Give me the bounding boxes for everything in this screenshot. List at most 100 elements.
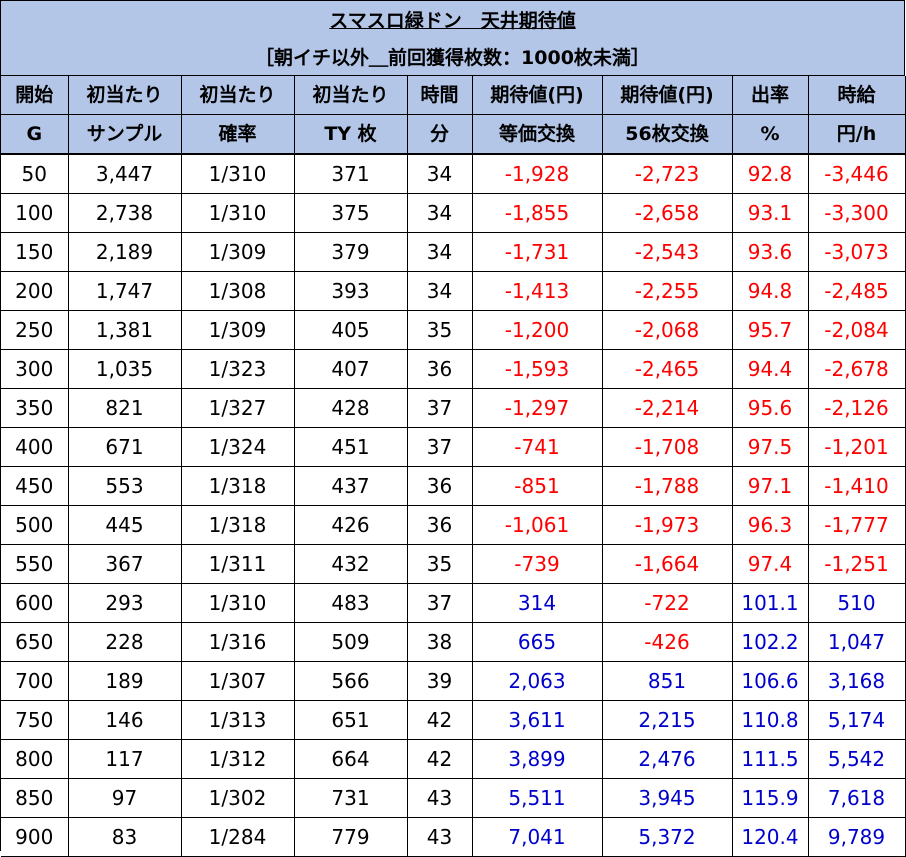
table-cell: 2,738 bbox=[68, 193, 182, 233]
table-row: 50 3,447 1/310 371 34 -1,928 -2,723 92.8 -3,446 bbox=[1, 154, 906, 194]
table-cell: 553 bbox=[68, 466, 182, 506]
table-cell: 92.8 bbox=[732, 154, 809, 194]
table-cell: 5,542 bbox=[808, 739, 906, 779]
table-cell: 34 bbox=[407, 154, 473, 194]
table-cell: 367 bbox=[68, 544, 182, 584]
column-header: 初当たり bbox=[68, 76, 182, 115]
table-cell: 111.5 bbox=[732, 739, 809, 779]
table-cell: 1,035 bbox=[68, 349, 182, 389]
table-cell: -1,664 bbox=[602, 544, 733, 584]
table-row: 100 2,738 1/310 375 34 -1,855 -2,658 93.1 -3,300 bbox=[1, 193, 906, 233]
table-cell: 1/318 bbox=[181, 505, 295, 545]
table-cell: 850 bbox=[1, 778, 69, 818]
column-header: 出率 bbox=[732, 76, 809, 115]
table-cell: 42 bbox=[407, 739, 473, 779]
table-cell: 37 bbox=[407, 388, 473, 428]
table-cell: 665 bbox=[472, 622, 603, 662]
table-cell: 7,618 bbox=[808, 778, 906, 818]
table-cell: 1,381 bbox=[68, 310, 182, 350]
header-row-2: G サンプル 確率 TY 枚分等価交換 56枚交換% 円/h bbox=[1, 114, 906, 155]
table-cell: 37 bbox=[407, 583, 473, 623]
table-cell: 1/308 bbox=[181, 271, 295, 311]
table-cell: 1,747 bbox=[68, 271, 182, 311]
table-row: 450 553 1/318 437 36 -851 -1,788 97.1 -1,410 bbox=[1, 466, 906, 506]
table-cell: 38 bbox=[407, 622, 473, 662]
table-cell: 600 bbox=[1, 583, 69, 623]
table-cell: 43 bbox=[407, 817, 473, 857]
table-row: 500 445 1/318 426 36 -1,061 -1,973 96.3 -1,777 bbox=[1, 505, 906, 545]
table-row: 650 228 1/316 509 38 665 -426 102.2 1,047 bbox=[1, 622, 906, 662]
table-row: 150 2,189 1/309 379 34 -1,731 -2,543 93.6 -3,073 bbox=[1, 232, 906, 272]
expected-value-table: 開始 初当たり 初当たり 初当たり 時間 期待値(円) 期待値(円) 出率 時給 G サンプル 確率… bbox=[1, 76, 906, 857]
table-cell: 731 bbox=[294, 778, 408, 818]
table-cell: -1,777 bbox=[808, 505, 906, 545]
table-cell: 115.9 bbox=[732, 778, 809, 818]
table-cell: 314 bbox=[472, 583, 603, 623]
table-cell: 5,372 bbox=[602, 817, 733, 857]
table-cell: 1/313 bbox=[181, 700, 295, 740]
table-cell: -1,788 bbox=[602, 466, 733, 506]
table-cell: -3,300 bbox=[808, 193, 906, 233]
column-header: 期待値(円) bbox=[472, 76, 603, 115]
column-header: 時間 bbox=[407, 76, 473, 115]
table-cell: 671 bbox=[68, 427, 182, 467]
table-cell: -1,593 bbox=[472, 349, 603, 389]
table-cell: -2,126 bbox=[808, 388, 906, 428]
table-cell: 437 bbox=[294, 466, 408, 506]
table-cell: 779 bbox=[294, 817, 408, 857]
table-cell: -2,678 bbox=[808, 349, 906, 389]
table-cell: 1/310 bbox=[181, 583, 295, 623]
table-cell: -3,073 bbox=[808, 232, 906, 272]
table-cell: -722 bbox=[602, 583, 733, 623]
column-header: 期待値(円) bbox=[602, 76, 733, 115]
table-cell: 35 bbox=[407, 544, 473, 584]
table-cell: 36 bbox=[407, 466, 473, 506]
table-cell: 228 bbox=[68, 622, 182, 662]
table-cell: -851 bbox=[472, 466, 603, 506]
table-row: 600 293 1/310 483 37 314 -722 101.1 510 bbox=[1, 583, 906, 623]
table-cell: 50 bbox=[1, 154, 69, 194]
table-cell: 34 bbox=[407, 271, 473, 311]
table-cell: 200 bbox=[1, 271, 69, 311]
table-subtitle: ［朝イチ以外＿前回獲得枚数：1000枚未満］ bbox=[255, 47, 650, 69]
table-cell: 3,899 bbox=[472, 739, 603, 779]
table-cell: 1/327 bbox=[181, 388, 295, 428]
table-cell: 651 bbox=[294, 700, 408, 740]
table-cell: -2,255 bbox=[602, 271, 733, 311]
table-cell: 550 bbox=[1, 544, 69, 584]
table-row: 900 83 1/284 779 43 7,041 5,372 120.4 9,789 bbox=[1, 817, 906, 857]
table-cell: 821 bbox=[68, 388, 182, 428]
title-band: スマスロ緑ドン 天井期待値 ［朝イチ以外＿前回獲得枚数：1000枚未満］ bbox=[1, 1, 905, 76]
table-cell: -1,297 bbox=[472, 388, 603, 428]
table-cell: -2,068 bbox=[602, 310, 733, 350]
table-cell: 483 bbox=[294, 583, 408, 623]
table-cell: 97.1 bbox=[732, 466, 809, 506]
table-cell: 1/324 bbox=[181, 427, 295, 467]
table-cell: -2,543 bbox=[602, 232, 733, 272]
table-cell: 350 bbox=[1, 388, 69, 428]
column-header: 初当たり bbox=[294, 76, 408, 115]
column-header: 円/h bbox=[808, 114, 906, 155]
column-header: 等価交換 bbox=[472, 114, 603, 155]
table-row: 550 367 1/311 432 35 -739 -1,664 97.4 -1,251 bbox=[1, 544, 906, 584]
table-cell: 371 bbox=[294, 154, 408, 194]
table-cell: 95.7 bbox=[732, 310, 809, 350]
table-cell: 83 bbox=[68, 817, 182, 857]
table-cell: -2,084 bbox=[808, 310, 906, 350]
table-row: 250 1,381 1/309 405 35 -1,200 -2,068 95.7 -2,084 bbox=[1, 310, 906, 350]
table-cell: 428 bbox=[294, 388, 408, 428]
table-cell: 3,447 bbox=[68, 154, 182, 194]
table-cell: 300 bbox=[1, 349, 69, 389]
table-cell: -1,413 bbox=[472, 271, 603, 311]
table-cell: 393 bbox=[294, 271, 408, 311]
table-cell: -1,201 bbox=[808, 427, 906, 467]
column-header: 初当たり bbox=[181, 76, 295, 115]
table-cell: 102.2 bbox=[732, 622, 809, 662]
table-cell: 1/309 bbox=[181, 232, 295, 272]
table-cell: 900 bbox=[1, 817, 69, 857]
table-row: 700 189 1/307 566 39 2,063 851 106.6 3,168 bbox=[1, 661, 906, 701]
column-header: % bbox=[732, 114, 809, 155]
table-cell: -1,708 bbox=[602, 427, 733, 467]
table-cell: 405 bbox=[294, 310, 408, 350]
table-cell: 566 bbox=[294, 661, 408, 701]
